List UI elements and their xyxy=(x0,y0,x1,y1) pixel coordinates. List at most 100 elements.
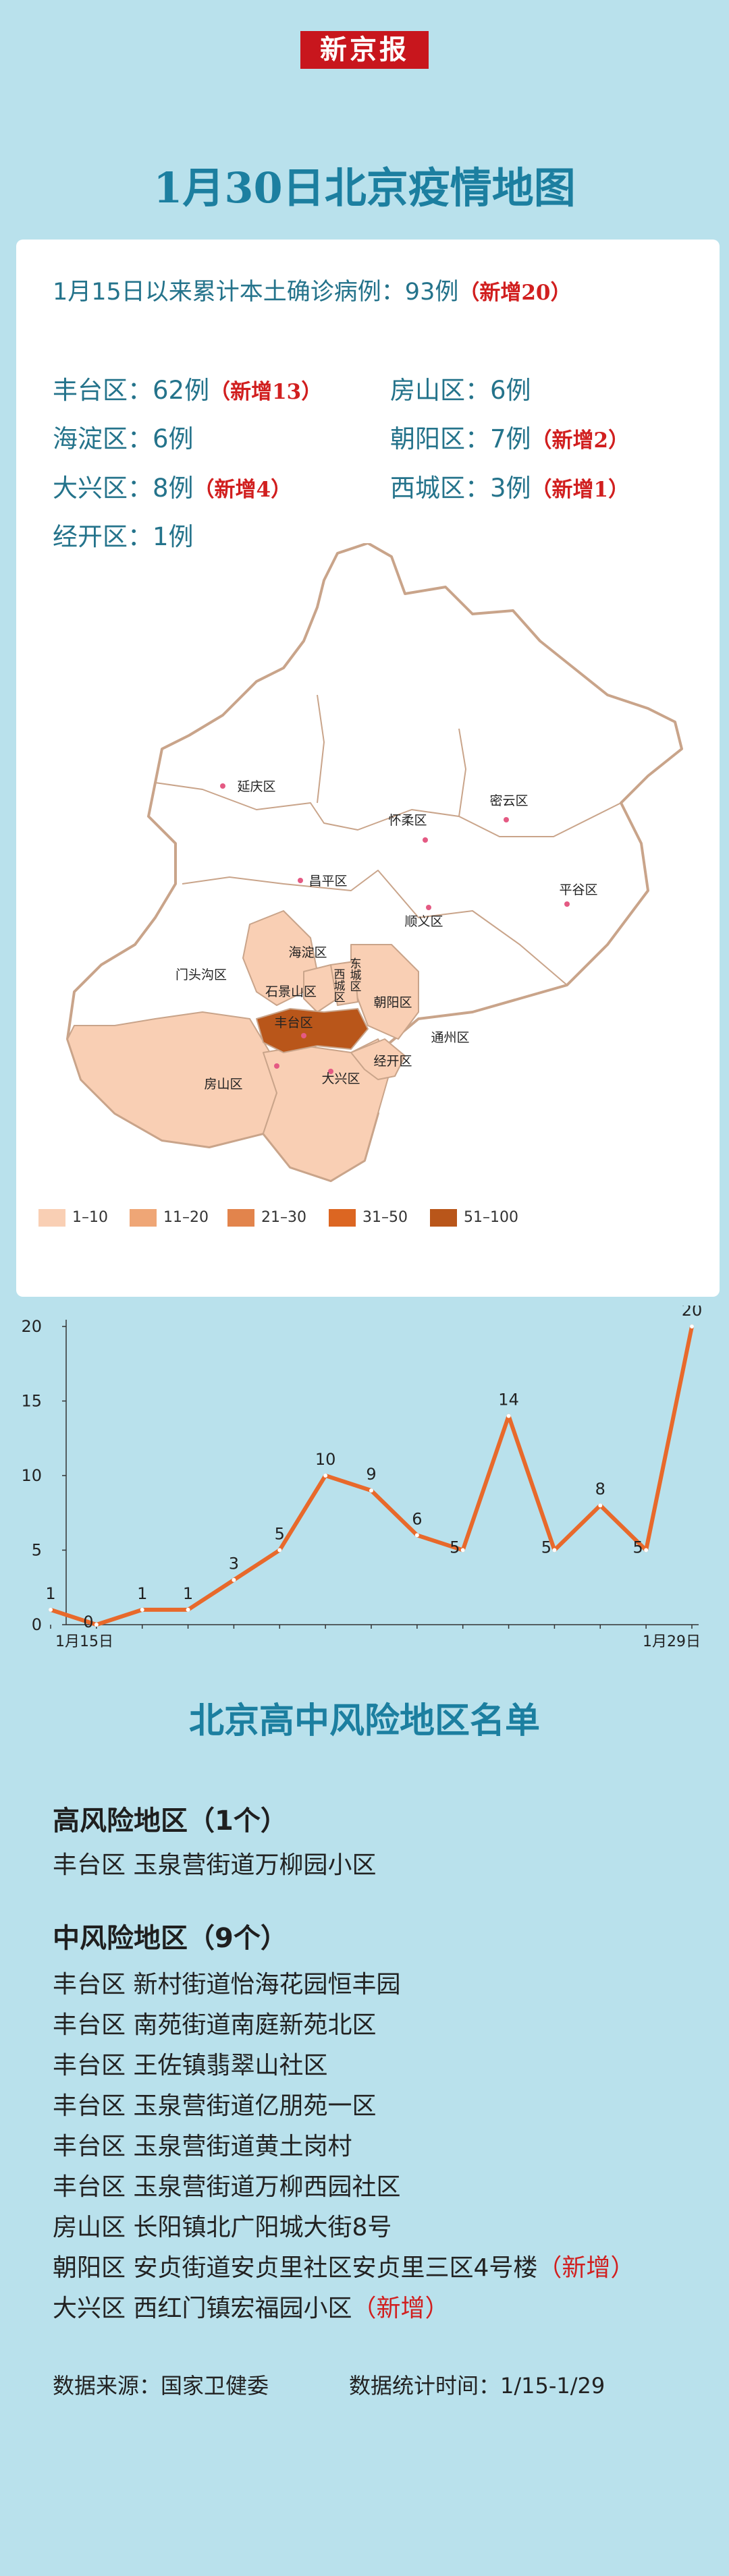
map-label-haidian: 海淀区 xyxy=(288,945,327,960)
legend-swatch xyxy=(329,1209,356,1227)
medium-risk-item: 房山区 长阳镇北广阳城大街8号 xyxy=(53,2208,392,2243)
data-point xyxy=(94,1623,99,1627)
legend-label: 21–30 xyxy=(261,1209,306,1226)
data-label: 5 xyxy=(450,1538,460,1557)
district-count: 丰台区：62例 xyxy=(53,376,210,405)
data-point xyxy=(598,1503,603,1508)
marker-huairou xyxy=(423,837,428,843)
risk-item-text: 丰台区 玉泉营街道万柳西园社区 xyxy=(53,2173,401,2201)
district-count: 西城区：3例 xyxy=(390,474,531,503)
y-tick-label: 5 xyxy=(32,1541,42,1560)
data-source: 数据来源：国家卫健委 xyxy=(53,2373,269,2399)
map-region-fangshan xyxy=(67,1011,277,1148)
data-label: 5 xyxy=(633,1538,643,1557)
map-label-dongcheng: 东城区 xyxy=(350,957,362,994)
map-label-changping: 昌平区 xyxy=(308,874,347,889)
legend-swatch xyxy=(38,1209,65,1227)
legend-swatch xyxy=(430,1209,457,1227)
data-label: 1 xyxy=(45,1584,55,1603)
map-label-jingkai: 经开区 xyxy=(373,1054,412,1069)
district-count: 朝阳区：7例 xyxy=(390,424,531,453)
marker-pinggu xyxy=(564,901,570,907)
legend-swatch xyxy=(227,1209,254,1227)
legend-label: 1–10 xyxy=(72,1209,108,1226)
marker-daxing xyxy=(328,1069,333,1074)
district-daxing: 大兴区：8例（新增4） xyxy=(53,468,292,504)
data-point xyxy=(140,1607,144,1612)
district-count: 房山区：6例 xyxy=(390,376,531,405)
district-fengtai: 丰台区：62例（新增13） xyxy=(53,370,322,406)
data-label: 5 xyxy=(275,1525,285,1544)
cumulative-new-badge: （新增20） xyxy=(458,281,572,305)
data-point xyxy=(690,1324,694,1328)
risk-item-text: 大兴区 西红门镇宏福园小区 xyxy=(53,2295,352,2322)
marker-changping xyxy=(298,878,303,883)
legend-label: 51–100 xyxy=(464,1209,518,1226)
risk-item-text: 丰台区 王佐镇翡翠山社区 xyxy=(53,2052,328,2079)
medium-risk-item: 朝阳区 安贞街道安贞里社区安贞里三区4号楼（新增） xyxy=(53,2248,634,2283)
legend-label: 11–20 xyxy=(163,1209,209,1226)
map-region-fengtai xyxy=(256,1008,369,1053)
data-period: 数据统计时间：1/15-1/29 xyxy=(349,2373,605,2399)
map-region-daxing xyxy=(263,1038,392,1181)
cumulative-total: 1月15日以来累计本土确诊病例：93例（新增20） xyxy=(53,273,571,307)
y-tick-label: 10 xyxy=(21,1466,42,1485)
data-label: 10 xyxy=(315,1450,336,1469)
marker-yanqing xyxy=(220,783,225,789)
map-region-north-border xyxy=(155,782,622,837)
medium-risk-item: 丰台区 玉泉营街道亿朋苑一区 xyxy=(53,2086,376,2121)
marker-fangshan xyxy=(274,1063,279,1069)
beijing-district-map: 延庆区 怀柔区 密云区 昌平区 平谷区 顺义区 门头沟区 海淀区 石景山区 朝阳… xyxy=(66,543,683,1182)
data-point xyxy=(644,1548,649,1552)
data-label: 20 xyxy=(682,1306,703,1320)
risk-item-text: 丰台区 玉泉营街道亿朋苑一区 xyxy=(53,2092,377,2120)
data-point xyxy=(232,1577,236,1582)
x-tick-label: 1月29日 xyxy=(643,1633,701,1650)
medium-risk-item: 丰台区 新村街道怡海花园恒丰园 xyxy=(53,1965,400,2000)
map-label-shijingshan: 石景山区 xyxy=(265,984,317,999)
map-label-huairou: 怀柔区 xyxy=(388,813,427,828)
map-label-xicheng: 西城区 xyxy=(334,968,346,1005)
district-xicheng: 西城区：3例（新增1） xyxy=(390,468,629,504)
x-tick-label: 1月15日 xyxy=(55,1633,113,1650)
district-haidian: 海淀区：6例 xyxy=(53,418,194,455)
map-region-xicheng xyxy=(303,964,338,1013)
data-label: 9 xyxy=(366,1465,376,1484)
risk-item-text: 朝阳区 安贞街道安贞里社区安贞里三区4号楼 xyxy=(53,2254,538,2282)
medium-risk-item: 大兴区 西红门镇宏福园小区（新增） xyxy=(53,2289,449,2324)
risk-item-text: 丰台区 南苑街道南庭新苑北区 xyxy=(53,2011,377,2039)
masthead-logo: 新京报 xyxy=(300,31,429,69)
risk-item-new: （新增） xyxy=(537,2254,635,2282)
risk-list-title: 北京高中风险地区名单 xyxy=(188,1700,540,1741)
district-new-badge: （新增4） xyxy=(193,478,292,502)
medium-risk-item: 丰台区 南苑街道南庭新苑北区 xyxy=(53,2005,376,2040)
data-label: 14 xyxy=(498,1391,519,1409)
data-point xyxy=(552,1548,557,1552)
district-new-badge: （新增2） xyxy=(531,428,630,453)
map-label-shunyi: 顺义区 xyxy=(404,914,443,929)
district-count: 经开区：1例 xyxy=(53,522,194,551)
high-risk-heading: 高风险地区（1个） xyxy=(53,1805,288,1837)
district-jingkai: 经开区：1例 xyxy=(53,516,194,553)
risk-item-text: 房山区 长阳镇北广阳城大街8号 xyxy=(53,2214,392,2241)
risk-item-text: 丰台区 新村街道怡海花园恒丰园 xyxy=(53,1971,401,1998)
map-label-pinggu: 平谷区 xyxy=(559,883,597,897)
district-new-badge: （新增1） xyxy=(531,478,630,502)
map-label-daxing: 大兴区 xyxy=(321,1071,360,1086)
map-label-tongzhou: 通州区 xyxy=(431,1030,469,1045)
data-label: 3 xyxy=(229,1555,239,1573)
map-label-chaoyang: 朝阳区 xyxy=(373,995,412,1010)
page-title: 1月30日北京疫情地图 xyxy=(153,163,576,213)
map-label-fangshan: 房山区 xyxy=(204,1077,242,1092)
map-region-jingkai xyxy=(350,1038,406,1080)
district-count: 海淀区：6例 xyxy=(53,424,194,453)
legend-swatch xyxy=(130,1209,157,1227)
data-label: 5 xyxy=(541,1538,551,1557)
y-tick-label: 15 xyxy=(21,1392,42,1411)
district-new-badge: （新增13） xyxy=(209,380,323,404)
data-point xyxy=(460,1548,465,1552)
risk-item-text: 丰台区 玉泉营街道万柳园小区 xyxy=(53,1851,377,1879)
district-markers xyxy=(220,783,570,1074)
data-point xyxy=(323,1474,328,1478)
